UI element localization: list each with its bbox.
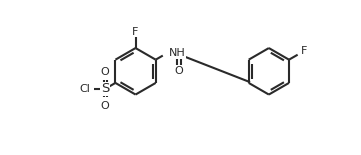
- Text: F: F: [132, 27, 139, 37]
- Text: O: O: [174, 66, 183, 75]
- Text: F: F: [301, 46, 307, 56]
- Text: Cl: Cl: [80, 84, 91, 94]
- Text: NH: NH: [169, 48, 186, 58]
- Text: O: O: [101, 101, 110, 111]
- Text: S: S: [101, 82, 109, 95]
- Text: O: O: [101, 67, 110, 77]
